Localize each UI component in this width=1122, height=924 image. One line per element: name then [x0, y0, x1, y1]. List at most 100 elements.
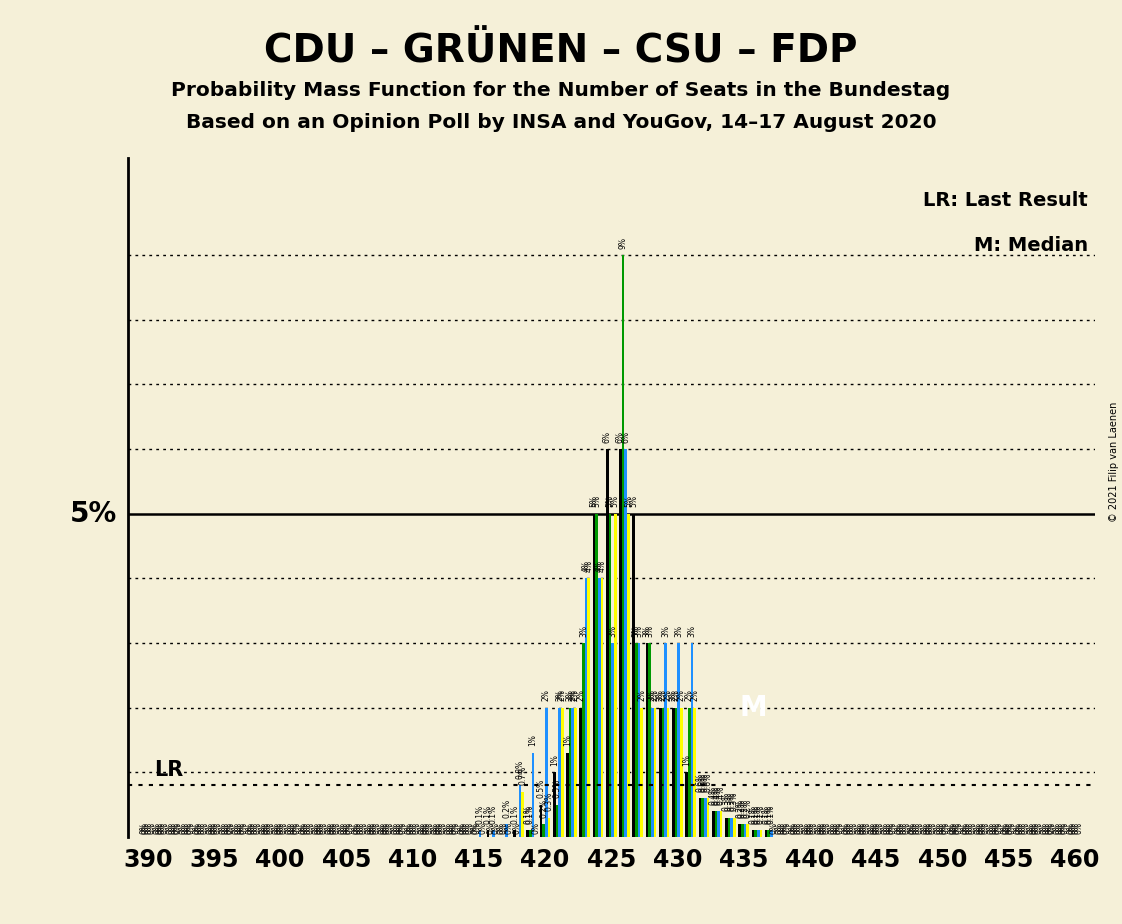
Text: 0%: 0% [386, 821, 395, 833]
Text: 5%: 5% [624, 495, 633, 507]
Text: 0.1%: 0.1% [762, 805, 771, 824]
Bar [678, 643, 680, 837]
Bar [561, 708, 563, 837]
Text: 0%: 0% [182, 821, 191, 833]
Bar [606, 449, 608, 837]
Text: 0%: 0% [197, 821, 206, 833]
Bar [707, 798, 709, 837]
Text: 0.3%: 0.3% [730, 792, 739, 811]
Text: 3%: 3% [579, 625, 588, 637]
Bar [654, 708, 656, 837]
Text: 0%: 0% [809, 821, 818, 833]
Bar [744, 824, 746, 837]
Bar [649, 643, 651, 837]
Text: 0%: 0% [912, 821, 921, 833]
Text: 0%: 0% [221, 821, 230, 833]
Text: 0.5%: 0.5% [536, 779, 545, 798]
Text: 0%: 0% [341, 821, 350, 833]
Text: 5%: 5% [606, 495, 615, 507]
Text: 0%: 0% [889, 821, 898, 833]
Text: 0%: 0% [338, 821, 347, 833]
Text: 0%: 0% [301, 821, 310, 833]
Text: 0%: 0% [351, 821, 360, 833]
Text: 2%: 2% [655, 689, 664, 701]
Text: 0%: 0% [1005, 821, 1014, 833]
Text: 0%: 0% [1056, 821, 1065, 833]
Bar [608, 514, 611, 837]
Text: 0%: 0% [462, 821, 471, 833]
Bar [686, 772, 688, 837]
Text: 0%: 0% [499, 821, 508, 833]
Text: 0%: 0% [394, 821, 403, 833]
Text: 0%: 0% [902, 821, 911, 833]
Text: 0%: 0% [807, 821, 816, 833]
Text: 0%: 0% [894, 821, 903, 833]
Text: 0%: 0% [237, 821, 246, 833]
Text: 0%: 0% [896, 821, 905, 833]
Bar [479, 831, 481, 837]
Bar [691, 643, 693, 837]
Text: 0%: 0% [1052, 821, 1063, 833]
Text: 0.1%: 0.1% [751, 805, 760, 824]
Text: 2%: 2% [555, 689, 564, 701]
Text: 0%: 0% [205, 821, 214, 833]
Text: 0%: 0% [1061, 821, 1070, 833]
Text: 0%: 0% [968, 821, 977, 833]
Text: 0%: 0% [817, 821, 826, 833]
Text: 0%: 0% [801, 821, 810, 833]
Text: 0%: 0% [465, 821, 473, 833]
Text: 0%: 0% [857, 821, 866, 833]
Text: 0%: 0% [171, 821, 180, 833]
Text: 0%: 0% [995, 821, 1004, 833]
Text: 9%: 9% [618, 237, 627, 249]
Text: 0%: 0% [770, 821, 779, 833]
Text: 5%: 5% [592, 495, 601, 507]
Text: 0%: 0% [863, 821, 872, 833]
Bar [641, 708, 643, 837]
Text: 0%: 0% [359, 821, 368, 833]
Bar [555, 805, 559, 837]
Text: 0%: 0% [346, 821, 355, 833]
Text: 0.3%: 0.3% [721, 792, 730, 811]
Bar [545, 708, 548, 837]
Text: 2%: 2% [558, 689, 567, 701]
Text: 0%: 0% [986, 821, 996, 833]
Text: 0%: 0% [793, 821, 802, 833]
Text: 0%: 0% [783, 821, 792, 833]
Text: 0.1%: 0.1% [511, 805, 519, 824]
Text: 0%: 0% [410, 821, 419, 833]
Text: 0%: 0% [180, 821, 188, 833]
Text: 4%: 4% [581, 560, 590, 572]
Text: 0.6%: 0.6% [701, 772, 710, 792]
Text: 0.1%: 0.1% [754, 805, 763, 824]
Bar [635, 643, 637, 837]
Text: 0%: 0% [457, 821, 466, 833]
Text: 0.1%: 0.1% [484, 805, 493, 824]
Bar [666, 708, 670, 837]
Text: LR: Last Result: LR: Last Result [923, 190, 1088, 210]
Text: 0%: 0% [332, 821, 341, 833]
Text: 0%: 0% [272, 821, 280, 833]
Bar [526, 831, 530, 837]
Text: 0%: 0% [145, 821, 154, 833]
Text: 0%: 0% [491, 821, 500, 833]
Text: 0%: 0% [200, 821, 209, 833]
Text: 0.2%: 0.2% [503, 798, 512, 818]
Text: 0.1%: 0.1% [489, 805, 498, 824]
Bar [633, 514, 635, 837]
Bar [720, 811, 723, 837]
Text: 0%: 0% [261, 821, 270, 833]
Text: CDU – GRÜNEN – CSU – FDP: CDU – GRÜNEN – CSU – FDP [265, 32, 857, 70]
Text: 0%: 0% [859, 821, 868, 833]
Text: 3%: 3% [674, 625, 683, 637]
Text: 0%: 0% [153, 821, 162, 833]
Text: 1%: 1% [682, 754, 691, 766]
Text: 0%: 0% [923, 821, 932, 833]
Text: 0.1%: 0.1% [748, 805, 757, 824]
Text: © 2021 Filip van Laenen: © 2021 Filip van Laenen [1110, 402, 1119, 522]
Text: 3%: 3% [632, 625, 641, 637]
Text: 0.4%: 0.4% [711, 785, 720, 805]
Text: 0%: 0% [369, 821, 379, 833]
Text: 0%: 0% [941, 821, 950, 833]
Text: 0%: 0% [881, 821, 890, 833]
